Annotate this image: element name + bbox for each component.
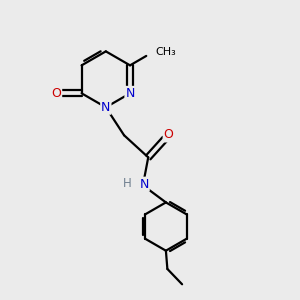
Text: N: N: [140, 178, 149, 191]
Text: O: O: [51, 87, 61, 100]
Text: N: N: [125, 87, 135, 100]
Text: H: H: [123, 177, 132, 190]
Text: N: N: [101, 101, 110, 114]
Text: O: O: [164, 128, 173, 142]
Text: CH₃: CH₃: [156, 47, 176, 57]
